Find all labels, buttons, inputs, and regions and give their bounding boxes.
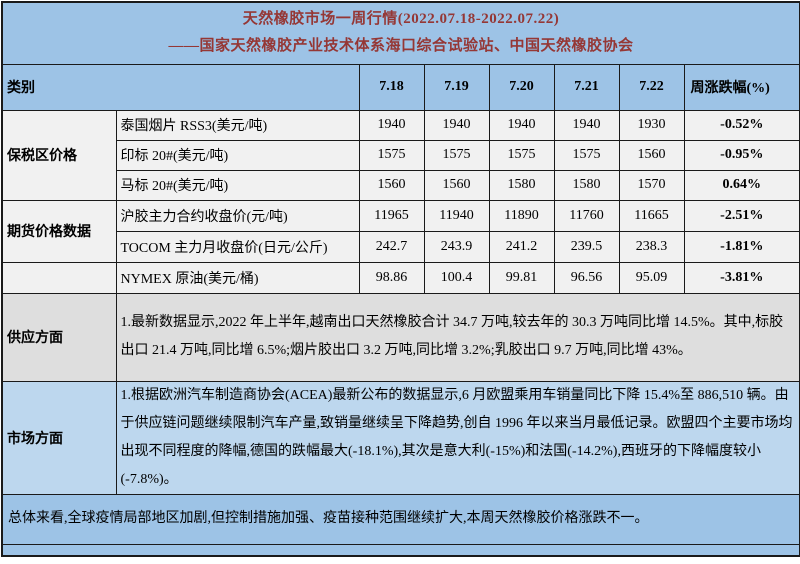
title-row: 天然橡胶市场一周行情(2022.07.18-2022.07.22) ——国家天然… [1,1,800,65]
market-section-row: 市场方面 1.根据欧洲汽车制造商协会(ACEA)最新公布的数据显示,6 月欧盟乘… [1,380,800,495]
cell-value: 1560 [618,139,685,171]
item-label: 沪胶主力合约收盘价(元/吨) [115,199,360,232]
title-cell: 天然橡胶市场一周行情(2022.07.18-2022.07.22) ——国家天然… [1,1,800,65]
weekly-change-header: 周涨跌幅(%) [683,63,800,111]
weekly-change-value: -0.95% [683,139,800,171]
cell-value: 238.3 [618,230,685,263]
weekly-change-value: -1.81% [683,230,800,263]
supply-section-row: 供应方面 1.最新数据显示,2022 年上半年,越南出口天然橡胶合计 34.7 … [1,292,800,382]
cell-value: 11965 [358,199,425,232]
cell-value: 1580 [553,169,620,201]
bottom-strip-cell [1,543,800,557]
group-label-empty [1,261,117,294]
bottom-empty-strip [1,543,800,557]
cell-value: 11760 [553,199,620,232]
table-row-tocom: TOCOM 主力月收盘价(日元/公斤) 242.7 243.9 241.2 23… [2,230,800,263]
section-label-market: 市场方面 [1,380,117,495]
section-label-supply: 供应方面 [1,292,117,382]
cell-value: 100.4 [423,261,490,294]
cell-value: 95.09 [618,261,685,294]
table-row-shfe: 期货价格数据 沪胶主力合约收盘价(元/吨) 11965 11940 11890 … [1,199,800,263]
date-header-0719: 7.19 [423,63,490,111]
cell-value: 99.81 [488,261,555,294]
cell-value: 1580 [488,169,555,201]
cell-value: 241.2 [488,230,555,263]
cell-value: 1940 [423,109,490,141]
cell-value: 1575 [423,139,490,171]
item-label: NYMEX 原油(美元/桶) [115,261,360,294]
category-header: 类别 [1,63,360,111]
weekly-change-value: 0.64% [683,169,800,201]
item-label: TOCOM 主力月收盘价(日元/公斤) [115,230,360,263]
date-header-0720: 7.20 [488,63,555,111]
cell-value: 98.86 [358,261,425,294]
cell-value: 242.7 [358,230,425,263]
report-title: 天然橡胶市场一周行情(2022.07.18-2022.07.22) [242,11,560,28]
table-row-rss3: 保税区价格 泰国烟片 RSS3(美元/吨) 1940 1940 1940 194… [1,109,800,201]
cell-value: 243.9 [423,230,490,263]
date-header-0722: 7.22 [618,63,685,111]
cell-value: 11890 [488,199,555,232]
table-row-std20: 印标 20#(美元/吨) 1575 1575 1575 1575 1560 -0… [2,139,800,171]
table-row-smr20: 马标 20#(美元/吨) 1560 1560 1580 1580 1570 0.… [2,169,800,201]
table-row-nymex: NYMEX 原油(美元/桶) 98.86 100.4 99.81 96.56 9… [1,261,800,294]
item-label: 泰国烟片 RSS3(美元/吨) [115,109,360,141]
cell-value: 11940 [423,199,490,232]
cell-value: 11665 [618,199,685,232]
cell-value: 1575 [553,139,620,171]
cell-value: 1570 [618,169,685,201]
weekly-change-value: -2.51% [683,199,800,232]
cell-value: 1575 [358,139,425,171]
report-subtitle: ——国家天然橡胶产业技术体系海口综合试验站、中国天然橡胶协会 [168,38,634,55]
cell-value: 1575 [488,139,555,171]
cell-value: 96.56 [553,261,620,294]
cell-value: 1940 [358,109,425,141]
weekly-change-value: -0.52% [683,109,800,141]
date-header-0718: 7.18 [358,63,425,111]
summary-row: 总体来看,全球疫情局部地区加剧,但控制措施加强、疫苗接种范围继续扩大,本周天然橡… [1,493,800,545]
cell-value: 1560 [423,169,490,201]
market-section-text: 1.根据欧洲汽车制造商协会(ACEA)最新公布的数据显示,6 月欧盟乘用车销量同… [115,380,800,495]
cell-value: 1930 [618,109,685,141]
supply-section-text: 1.最新数据显示,2022 年上半年,越南出口天然橡胶合计 34.7 万吨,较去… [115,292,800,382]
group-label-futures: 期货价格数据 [1,199,117,263]
weekly-change-value: -3.81% [683,261,800,294]
date-header-0721: 7.21 [553,63,620,111]
column-header-row: 类别 7.18 7.19 7.20 7.21 7.22 周涨跌幅(%) [1,63,800,111]
cell-value: 1560 [358,169,425,201]
item-label: 马标 20#(美元/吨) [115,169,360,201]
group-label-bonded-zone: 保税区价格 [1,109,117,201]
cell-value: 1940 [553,109,620,141]
item-label: 印标 20#(美元/吨) [115,139,360,171]
overall-summary-text: 总体来看,全球疫情局部地区加剧,但控制措施加强、疫苗接种范围继续扩大,本周天然橡… [1,493,800,545]
cell-value: 1940 [488,109,555,141]
cell-value: 239.5 [553,230,620,263]
